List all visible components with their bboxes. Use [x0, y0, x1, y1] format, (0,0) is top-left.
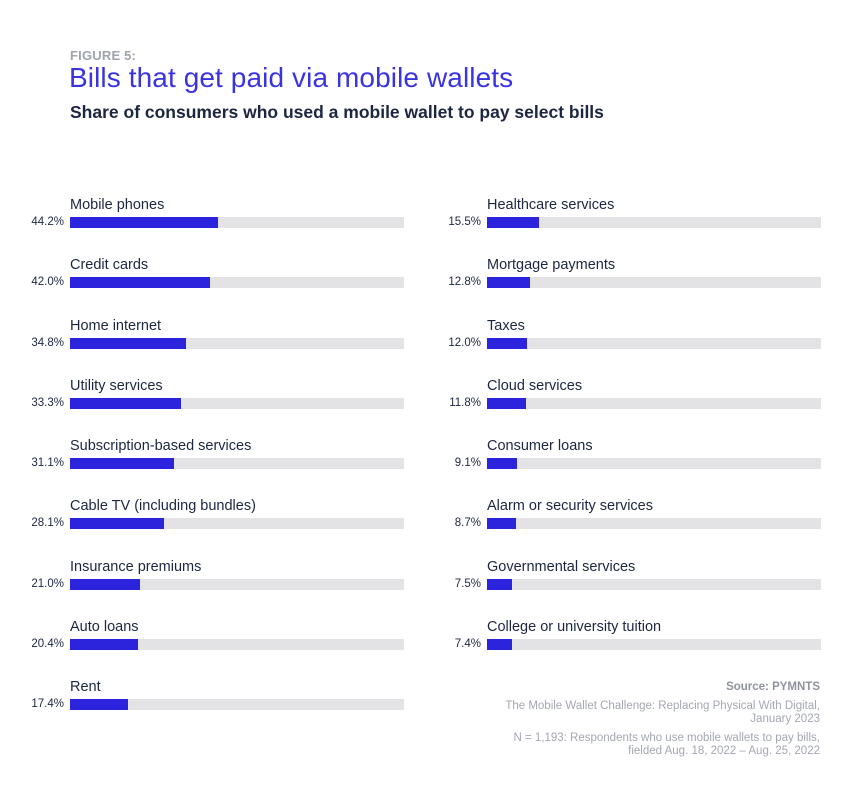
- bar-track: [487, 458, 821, 469]
- bar-track: [487, 217, 821, 228]
- bar-label: Subscription-based services: [70, 438, 252, 454]
- bar-value: 8.7%: [454, 517, 481, 530]
- source-heading: Source: PYMNTS: [726, 681, 820, 693]
- bar-row: Home internet 34.8%: [0, 318, 420, 378]
- bar-value: 20.4%: [31, 637, 64, 650]
- bar-label: Taxes: [487, 317, 525, 334]
- chart-title: Bills that get paid via mobile wallets: [69, 62, 514, 93]
- bar-fill: [487, 217, 539, 228]
- bar-value: 31.1%: [31, 457, 64, 469]
- bar-row: Healthcare services 15.5%: [417, 197, 837, 257]
- bar-row: Cable TV (including bundles) 28.1%: [0, 498, 420, 558]
- bar-value: 12.0%: [448, 336, 481, 349]
- bar-row: Insurance premiums 21.0%: [0, 559, 420, 619]
- source-sample: N = 1,193: Respondents who use mobile wa…: [505, 732, 820, 758]
- bar-value: 28.1%: [31, 517, 64, 530]
- bar-track: [70, 217, 404, 228]
- bar-track: [70, 458, 404, 469]
- bar-fill: [487, 277, 530, 289]
- bar-row: Auto loans 20.4%: [0, 619, 420, 679]
- bar-row: Subscription-based services 31.1%: [0, 438, 420, 498]
- bar-track: [487, 638, 821, 650]
- bar-fill: [487, 458, 518, 469]
- bar-value: 42.0%: [31, 276, 64, 289]
- bar-track: [70, 699, 404, 710]
- chart-subtitle: Share of consumers who used a mobile wal…: [70, 102, 604, 122]
- bar-label: Mobile phones: [70, 197, 165, 213]
- bar-label: Governmental services: [487, 558, 636, 575]
- bar-value: 7.4%: [454, 637, 481, 650]
- source-publication-line: The Mobile Wallet Challenge: Replacing P…: [505, 700, 820, 712]
- bar-row: Taxes 12.0%: [417, 318, 837, 378]
- bar-track: [487, 397, 821, 409]
- bar-value: 7.5%: [454, 577, 481, 590]
- bar-value: 17.4%: [31, 698, 64, 710]
- bar-label: Cable TV (including bundles): [70, 498, 256, 515]
- bar-fill: [487, 578, 513, 590]
- bar-fill: [487, 397, 527, 409]
- bar-row: Alarm or security services 8.7%: [417, 498, 837, 558]
- bar-value: 34.8%: [31, 336, 64, 349]
- bar-label: Utility services: [70, 377, 163, 394]
- bar-row: Utility services 33.3%: [0, 378, 420, 438]
- bar-track: [487, 578, 821, 590]
- bar-track: [487, 277, 821, 289]
- bar-track: [70, 397, 404, 409]
- bar-fill: [70, 458, 174, 469]
- bar-value: 11.8%: [449, 396, 481, 409]
- bar-value: 33.3%: [31, 396, 64, 409]
- bar-row: Consumer loans 9.1%: [417, 438, 837, 498]
- bar-row: Mobile phones 44.2%: [0, 197, 420, 257]
- bar-fill: [70, 217, 218, 228]
- bar-track: [70, 518, 404, 530]
- bar-row: Governmental services 7.5%: [417, 559, 837, 619]
- bar-label: Home internet: [70, 317, 162, 334]
- bar-fill: [70, 518, 164, 530]
- bar-row: Credit cards 42.0%: [0, 257, 420, 317]
- bar-label: Alarm or security services: [487, 498, 653, 515]
- bar-label: College or university tuition: [487, 618, 662, 635]
- bar-label: Mortgage payments: [487, 257, 616, 274]
- bar-label: Insurance premiums: [70, 558, 202, 575]
- left-bar-column: Mobile phones 44.2% Credit cards 42.0% H…: [0, 197, 420, 739]
- bar-track: [487, 337, 821, 349]
- source-sample-line: N = 1,193: Respondents who use mobile wa…: [513, 732, 820, 744]
- bar-value: 12.8%: [448, 276, 481, 289]
- bar-row: College or university tuition 7.4%: [417, 619, 837, 679]
- bar-label: Rent: [70, 679, 101, 695]
- bar-value: 44.2%: [31, 216, 64, 228]
- bar-label: Consumer loans: [487, 438, 593, 454]
- bar-row: Rent 17.4%: [0, 679, 420, 739]
- source-publication: The Mobile Wallet Challenge: Replacing P…: [505, 700, 820, 726]
- bar-value: 9.1%: [454, 457, 481, 469]
- right-bar-column: Healthcare services 15.5% Mortgage payme…: [417, 197, 837, 679]
- bar-value: 15.5%: [448, 216, 481, 228]
- bar-fill: [70, 397, 182, 409]
- bar-fill: [70, 578, 141, 590]
- bar-track: [70, 638, 404, 650]
- bar-track: [70, 337, 404, 349]
- source-sample-line: fielded Aug. 18, 2022 – Aug. 25, 2022: [628, 745, 820, 757]
- bar-value: 21.0%: [31, 577, 64, 590]
- bar-fill: [487, 518, 517, 530]
- bar-track: [70, 277, 404, 289]
- bar-row: Mortgage payments 12.8%: [417, 257, 837, 317]
- bar-track: [487, 518, 821, 530]
- bar-label: Healthcare services: [487, 197, 615, 213]
- bar-fill: [70, 337, 187, 349]
- bar-label: Cloud services: [487, 377, 583, 394]
- bar-label: Credit cards: [70, 257, 149, 274]
- bar-fill: [487, 337, 528, 349]
- bar-fill: [70, 277, 211, 289]
- figure-label: FIGURE 5:: [70, 48, 137, 63]
- bar-fill: [70, 699, 129, 710]
- bar-fill: [487, 638, 512, 650]
- bar-track: [70, 578, 404, 590]
- bar-row: Cloud services 11.8%: [417, 378, 837, 438]
- source-publication-line: January 2023: [750, 713, 820, 725]
- bar-label: Auto loans: [70, 618, 139, 635]
- source-note: Source: PYMNTS The Mobile Wallet Challen…: [505, 681, 820, 758]
- bar-fill: [70, 638, 139, 650]
